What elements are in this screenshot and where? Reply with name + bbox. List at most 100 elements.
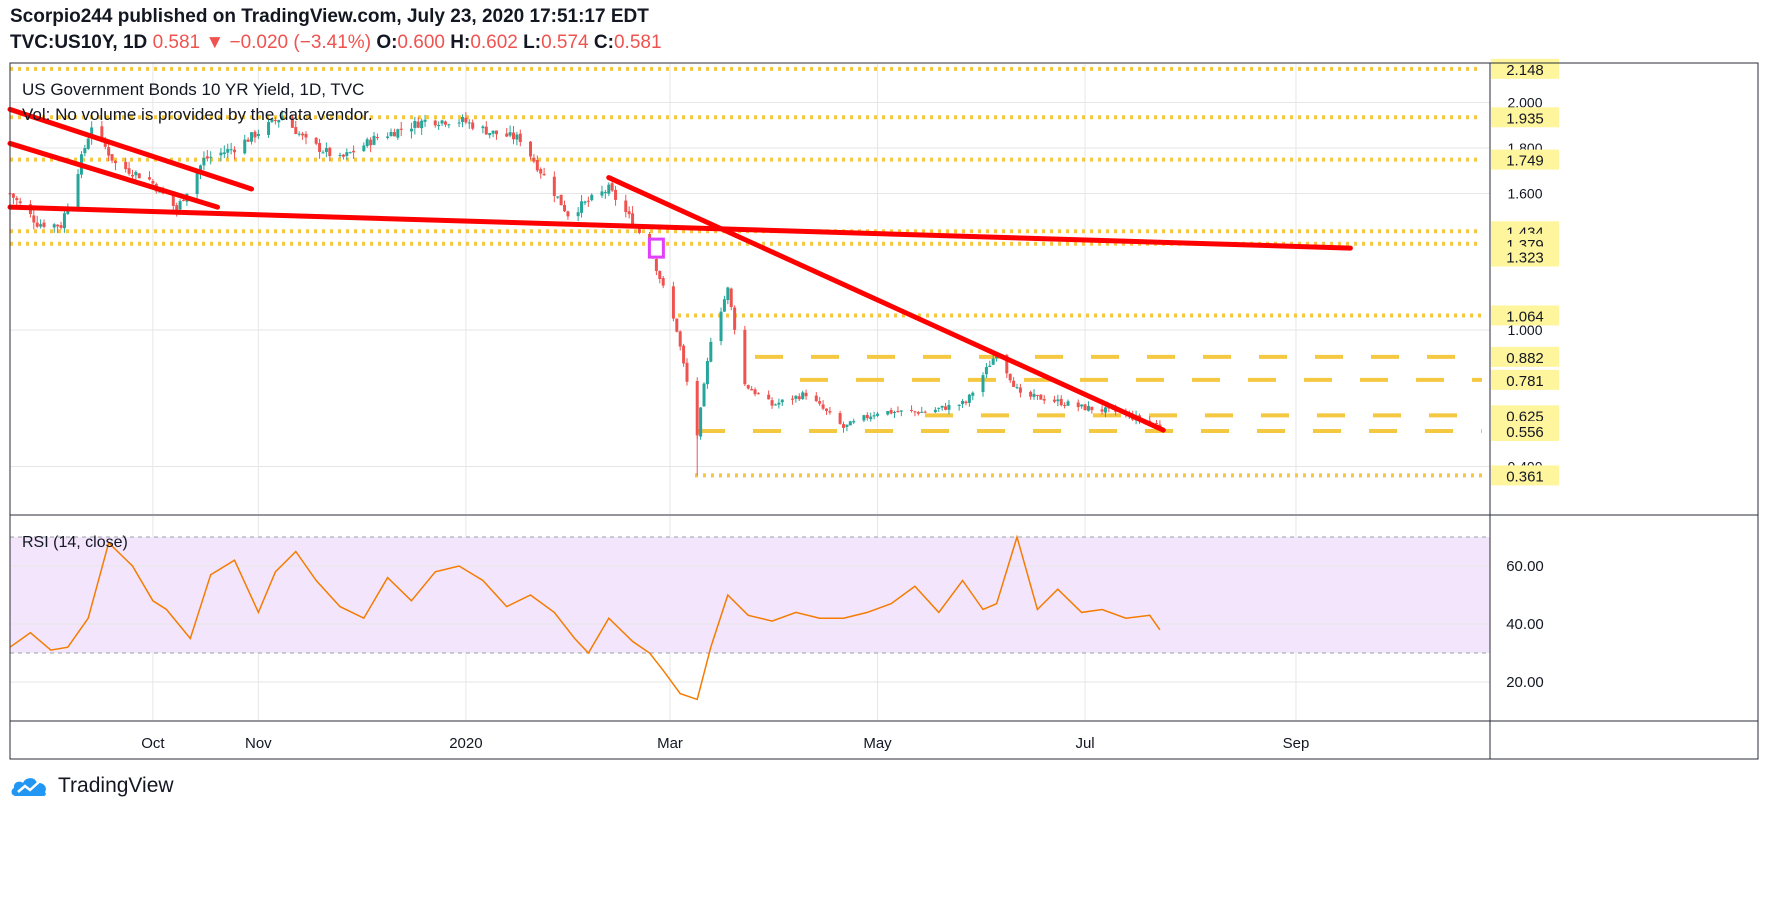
candle-body <box>233 149 237 153</box>
candle-body <box>457 122 461 124</box>
candle-body <box>113 160 117 164</box>
candle-body <box>610 183 614 191</box>
candle-body <box>505 133 509 137</box>
candle-body <box>481 126 485 129</box>
candle-body <box>773 404 777 406</box>
candle-body <box>818 401 822 404</box>
candle-body <box>770 400 774 406</box>
price-pane[interactable] <box>10 63 1490 514</box>
trendline[interactable] <box>7 140 221 210</box>
candle-body <box>702 383 706 407</box>
close-label: C: <box>593 32 614 53</box>
candle-body <box>199 165 203 173</box>
candle-body <box>1015 387 1019 389</box>
candle-body <box>910 409 914 411</box>
candle-body <box>246 139 250 142</box>
candle-body <box>824 408 828 411</box>
candle-body <box>1052 399 1056 402</box>
candle-body <box>923 411 927 413</box>
candle-body <box>110 154 114 161</box>
candle-body <box>991 358 995 365</box>
candle-body <box>838 413 842 424</box>
candle-body <box>90 127 94 138</box>
x-tick-label: Mar <box>657 735 683 752</box>
candle-body <box>467 122 471 124</box>
candle-body <box>290 117 294 128</box>
candle-body <box>828 411 832 413</box>
candle-body <box>627 211 631 215</box>
candle-body <box>607 184 611 194</box>
level-label-box <box>1491 405 1559 426</box>
price-axis-tick: 1.600 <box>1507 186 1542 202</box>
chart-title: US Government Bonds 10 YR Yield, 1D, TVC <box>22 80 364 99</box>
candle-body <box>280 116 284 120</box>
candle-body <box>460 116 464 122</box>
candle-body <box>273 120 277 122</box>
trendline[interactable] <box>7 204 1353 251</box>
candle-body <box>494 130 498 135</box>
rsi-axis-tick: 20.00 <box>1506 674 1544 691</box>
level-label: 1.323 <box>1506 250 1544 267</box>
trendline[interactable] <box>606 175 1166 433</box>
candle-body <box>671 286 675 319</box>
candle-body <box>913 411 917 413</box>
candle-body <box>746 385 750 389</box>
x-tick-label: Jul <box>1075 735 1094 752</box>
candle-body <box>753 389 757 395</box>
candle-body <box>100 126 104 138</box>
candle-body <box>1039 394 1043 400</box>
candle-body <box>920 411 924 413</box>
candle-body <box>1005 355 1009 374</box>
candle-body <box>413 121 417 128</box>
candle-body <box>1029 391 1033 397</box>
candle-body <box>722 299 726 312</box>
candle-body <box>488 133 492 136</box>
candle-body <box>865 414 869 419</box>
candle-body <box>583 201 587 203</box>
candle-body <box>777 402 781 405</box>
candle-body <box>658 270 662 280</box>
candle-body <box>971 392 975 396</box>
x-tick-label: Oct <box>141 735 165 752</box>
author-name: Scorpio244 published on TradingView.com,… <box>10 6 649 27</box>
symbol-label: TVC:US10Y, 1D <box>10 32 148 53</box>
candle-body <box>86 138 90 149</box>
candle-body <box>443 121 447 125</box>
candle-body <box>1032 393 1036 397</box>
candle-body <box>631 213 635 227</box>
candle-body <box>988 365 992 368</box>
candle-body <box>171 193 175 206</box>
candle-body <box>961 401 965 405</box>
candle-body <box>1083 404 1087 411</box>
candle-body <box>937 407 941 409</box>
candle-body <box>780 399 784 403</box>
candle-body <box>576 212 580 217</box>
trendline[interactable] <box>7 106 255 192</box>
candle-body <box>267 122 271 135</box>
candle-body <box>542 173 546 176</box>
candle-body <box>222 152 226 154</box>
candle-body <box>886 411 890 415</box>
candle-body <box>767 394 771 400</box>
price-axis-tick: 2.000 <box>1507 95 1542 111</box>
candle-body <box>1066 401 1070 406</box>
candle-body <box>559 194 563 206</box>
down-arrow-icon: ▼ <box>205 32 225 53</box>
candle-body <box>420 120 424 129</box>
change-value: −0.020 (−3.41%) <box>229 32 372 53</box>
candle-body <box>124 161 128 170</box>
candle-body <box>270 119 274 122</box>
candle-body <box>386 136 390 138</box>
level-label-box <box>1491 246 1559 267</box>
candle-body <box>705 361 709 385</box>
candle-body <box>294 127 298 135</box>
candle-body <box>392 132 396 137</box>
candle-body <box>250 132 254 142</box>
candle-body <box>733 307 737 330</box>
candle-body <box>107 147 111 156</box>
event-marker-icon[interactable] <box>647 237 665 259</box>
level-label-box <box>1491 149 1559 170</box>
candle-body <box>202 157 206 166</box>
candle-body <box>563 205 567 212</box>
